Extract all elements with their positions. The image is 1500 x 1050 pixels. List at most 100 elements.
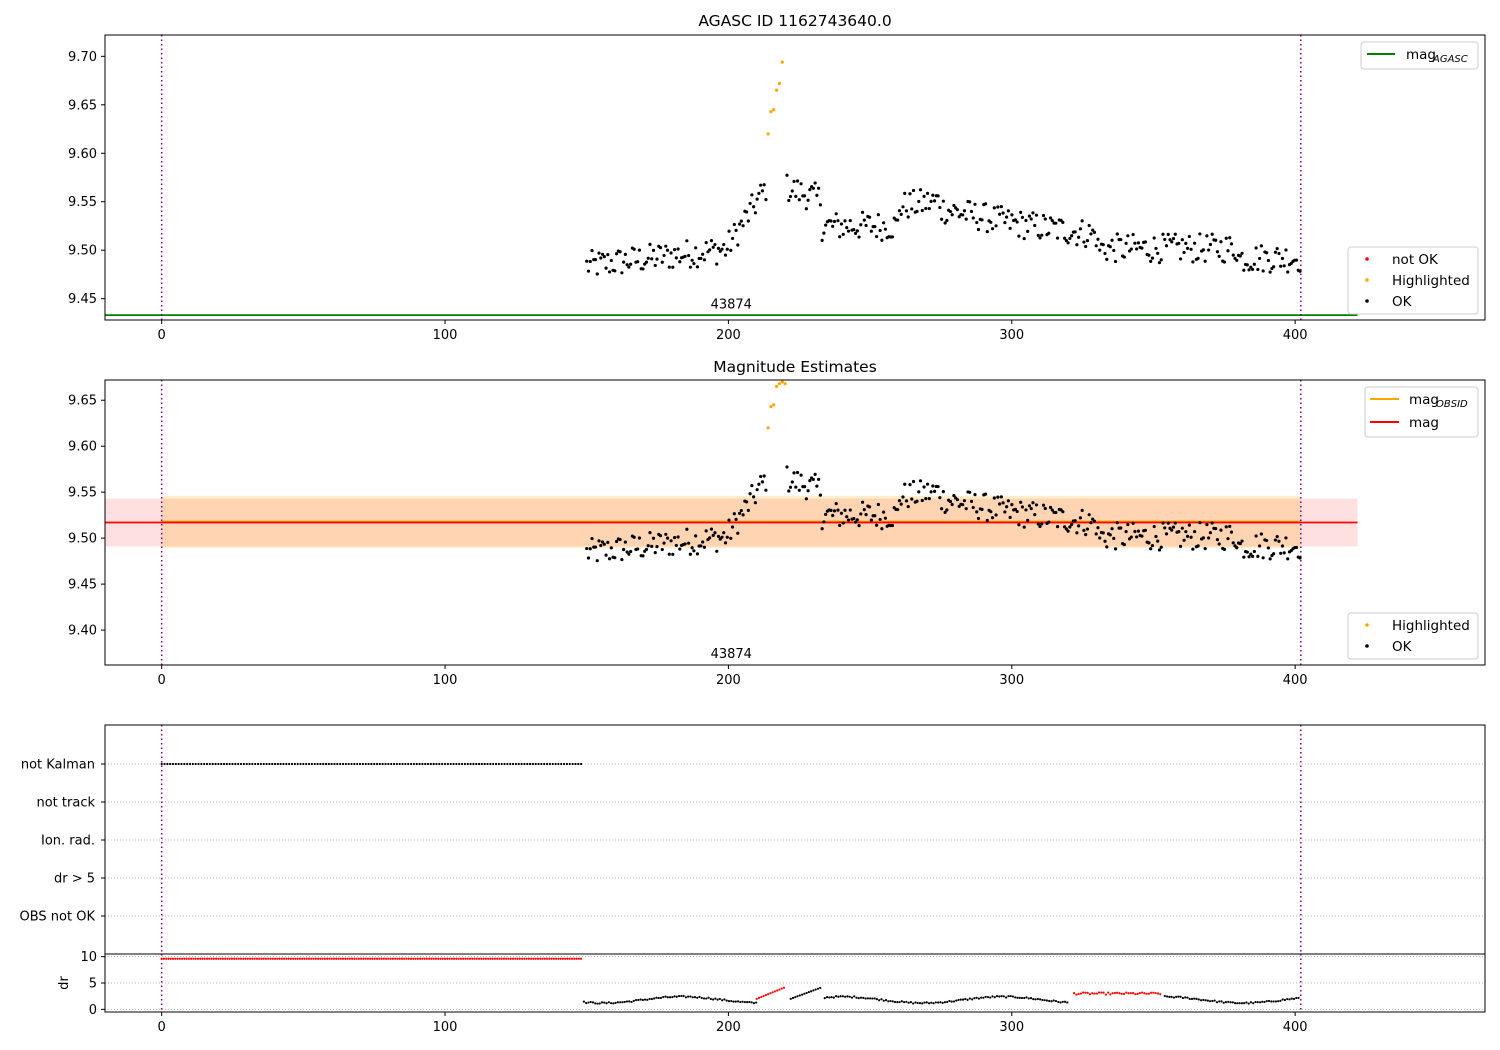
ok-point: [732, 222, 736, 227]
ok-point: [1019, 210, 1023, 214]
ok-point: [746, 219, 750, 223]
ok-point: [660, 260, 664, 264]
not-kalman-point: [271, 762, 274, 766]
not-kalman-point: [225, 762, 228, 766]
dr-point: [641, 998, 644, 1002]
not-kalman-point: [242, 762, 245, 766]
ok-point: [1228, 236, 1232, 240]
ok-point: [1250, 554, 1255, 558]
not-kalman-point: [381, 762, 384, 766]
dr-point: [1220, 1000, 1223, 1003]
dr-point: [1265, 999, 1268, 1003]
ok-point: [709, 527, 714, 531]
highlighted-point: [780, 60, 784, 64]
not-kalman-point: [509, 762, 512, 766]
dr-point: [1209, 1000, 1212, 1003]
dr-point: [1238, 1002, 1241, 1005]
dr-point: [1274, 1000, 1277, 1003]
ok-point: [876, 213, 880, 217]
not-kalman-point: [358, 762, 362, 766]
dr-flagged-point: [248, 957, 252, 960]
ok-point: [990, 516, 995, 520]
dr-flagged-point: [570, 957, 574, 960]
dr-flagged-point: [541, 957, 544, 960]
ok-point: [994, 224, 998, 228]
not-kalman-point: [480, 762, 483, 766]
dr-flagged-point: [262, 957, 265, 960]
dr-point: [646, 998, 649, 1001]
ok-point: [602, 255, 606, 259]
ok-point: [1001, 501, 1005, 505]
dr-flagged-point: [437, 957, 440, 960]
dr-flagged-point: [180, 957, 184, 960]
ok-point: [1105, 545, 1109, 549]
dr-flagged-point: [409, 957, 413, 960]
ok-point: [1238, 541, 1242, 546]
dr-flagged-point: [190, 957, 193, 960]
ok-point: [704, 529, 708, 533]
dr-point: [1204, 999, 1207, 1002]
ok-point: [925, 191, 930, 195]
ok-point: [716, 534, 721, 538]
dr-flagged-point: [536, 957, 540, 960]
highlighted-point: [774, 88, 779, 92]
dr-flagged-point: [364, 957, 367, 960]
highlighted-point: [780, 380, 784, 384]
dr-point: [814, 988, 817, 991]
dr-flagged-point: [1136, 992, 1139, 995]
dr-flagged-point: [1134, 993, 1137, 996]
ok-point: [1150, 256, 1155, 260]
ok-point: [929, 199, 933, 204]
ok-point: [658, 534, 663, 538]
ok-point: [1279, 264, 1283, 268]
ok-point: [604, 553, 608, 557]
ok-point: [1026, 518, 1030, 522]
ok-point: [1036, 233, 1040, 237]
dr-flagged-point: [534, 957, 537, 960]
not-kalman-point: [336, 762, 339, 766]
ok-point: [999, 495, 1003, 499]
ok-point: [755, 197, 759, 201]
not-kalman-point: [571, 762, 574, 766]
dr-point: [1054, 999, 1058, 1003]
ok-point: [644, 547, 649, 552]
dr-point: [1175, 995, 1178, 998]
ok-point: [1055, 525, 1060, 529]
dr-point: [1224, 1001, 1228, 1004]
dr-flagged-point: [573, 957, 576, 960]
dr-point: [1279, 999, 1282, 1002]
not-kalman-point: [469, 762, 472, 766]
not-kalman-point: [384, 762, 387, 766]
ok-point: [653, 263, 657, 268]
ok-point: [629, 262, 633, 266]
not-kalman-point: [392, 762, 396, 766]
dr-point: [1036, 997, 1039, 1001]
not-kalman-point: [517, 762, 520, 766]
ok-point: [1214, 527, 1218, 531]
dr-flagged-point: [162, 957, 166, 960]
ok-point: [1286, 270, 1290, 274]
ok-point: [664, 532, 668, 536]
dr-point: [995, 995, 999, 998]
dr-point: [991, 995, 994, 998]
ok-point: [922, 485, 926, 489]
not-kalman-point: [217, 762, 220, 766]
ok-point: [745, 210, 749, 214]
not-kalman-point: [333, 762, 336, 766]
ok-point: [1080, 508, 1084, 512]
ok-point: [931, 193, 935, 197]
ok-point: [1113, 259, 1118, 264]
dr-flagged-point: [326, 957, 329, 960]
ok-point: [903, 482, 907, 486]
dr-flagged-point: [314, 957, 317, 960]
ok-point: [1147, 541, 1151, 545]
ok-point: [1124, 241, 1128, 245]
dr-point: [587, 1001, 590, 1004]
ok-point: [857, 524, 861, 528]
dr-point: [921, 1002, 924, 1005]
dr-flagged-point: [258, 957, 261, 960]
ok-point: [822, 231, 826, 235]
ok-point: [936, 194, 940, 198]
dr-flagged-point: [555, 957, 558, 960]
not-kalman-point: [520, 762, 523, 766]
